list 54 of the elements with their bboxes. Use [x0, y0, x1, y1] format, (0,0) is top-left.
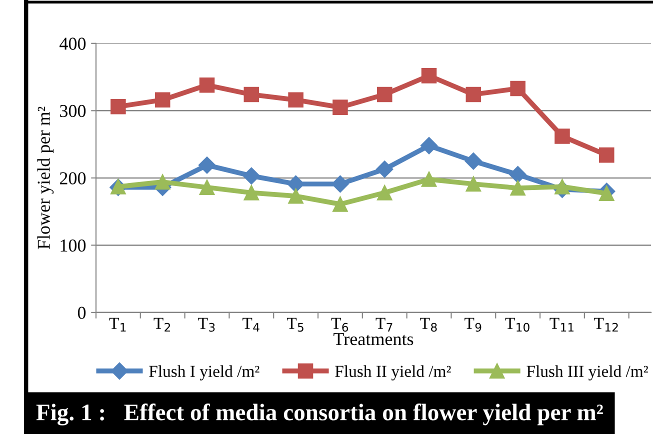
y-tick-label: 100: [60, 239, 86, 252]
y-tick-label: 200: [60, 172, 86, 184]
x-tick-label: T$_{1}$: [109, 318, 126, 332]
point: [420, 137, 438, 154]
y-tick-label: 0: [78, 306, 86, 319]
x-tick-label: T$_{11}$: [550, 318, 574, 332]
y-axis-title: Flower yield per m²: [37, 106, 54, 250]
x-tick-label: T$_{8}$: [420, 318, 437, 332]
x-tick-label: T$_{9}$: [464, 318, 482, 332]
point: [599, 147, 614, 163]
point: [154, 92, 170, 108]
point: [509, 166, 526, 184]
point: [154, 174, 170, 190]
legend-label: Flush II yield /m²: [335, 365, 451, 380]
point: [376, 160, 394, 178]
x-tick-label: T$_{10}$: [505, 318, 530, 332]
point: [466, 176, 482, 192]
point: [199, 180, 215, 195]
point: [599, 186, 614, 202]
x-tick-label: T$_{2}$: [154, 318, 170, 332]
x-tick-label: T$_{6}$: [331, 318, 348, 332]
point: [199, 77, 215, 93]
point: [110, 98, 126, 114]
point: [242, 167, 260, 184]
x-tick-label: T$_{5}$: [286, 318, 304, 332]
legend-label: Flush III yield /m²: [526, 365, 648, 380]
point: [288, 92, 304, 108]
point: [198, 156, 216, 174]
point: [466, 86, 482, 102]
point: [510, 180, 526, 196]
point: [554, 128, 570, 144]
point: [421, 68, 437, 84]
point: [244, 185, 260, 200]
text: Fig. 1 : Effect of media consortia on flower yield per m²: [36, 404, 603, 426]
point: [244, 86, 260, 102]
point: [376, 86, 392, 102]
x-tick-label: T$_{4}$: [242, 318, 260, 332]
y-tick-label: 400: [60, 38, 86, 50]
point: [421, 172, 437, 187]
legend-label: Flush I yield /m²: [149, 365, 260, 380]
point: [376, 185, 392, 200]
point: [554, 179, 570, 194]
point: [287, 175, 304, 193]
x-tick-label: T$_{3}$: [198, 318, 215, 332]
point: [332, 100, 348, 115]
x-axis-title: Treatments: [334, 333, 414, 346]
y-tick-label: 300: [60, 104, 86, 118]
point: [464, 152, 482, 170]
point: [288, 188, 304, 204]
point: [510, 80, 526, 96]
point: [332, 196, 348, 212]
x-tick-label: T$_{7}$: [376, 318, 392, 332]
point: [332, 175, 349, 193]
x-tick-label: T$_{12}$: [594, 318, 618, 332]
